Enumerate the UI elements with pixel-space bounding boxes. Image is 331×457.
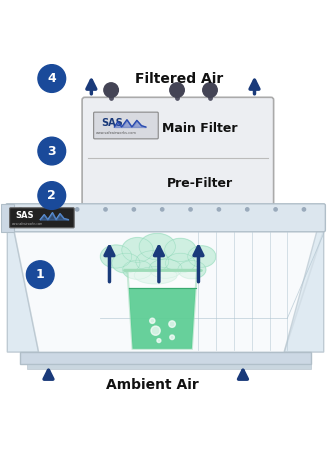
Ellipse shape xyxy=(188,246,216,267)
Circle shape xyxy=(47,208,50,211)
Text: Main Filter: Main Filter xyxy=(163,122,238,135)
Polygon shape xyxy=(284,230,324,352)
Text: 4: 4 xyxy=(47,72,56,85)
Bar xyxy=(27,364,310,369)
Text: SAS: SAS xyxy=(16,211,34,220)
Ellipse shape xyxy=(139,234,175,260)
Circle shape xyxy=(19,208,22,211)
Text: 3: 3 xyxy=(47,144,56,158)
Text: Pre-Filter: Pre-Filter xyxy=(167,177,233,190)
Text: www.safeairworks.com: www.safeairworks.com xyxy=(12,222,43,226)
Text: Ambient Air: Ambient Air xyxy=(106,378,199,392)
FancyBboxPatch shape xyxy=(94,112,158,139)
Text: Filtered Air: Filtered Air xyxy=(135,72,223,85)
Circle shape xyxy=(75,208,79,211)
Ellipse shape xyxy=(134,267,177,284)
FancyBboxPatch shape xyxy=(6,204,325,232)
Ellipse shape xyxy=(149,259,182,278)
Circle shape xyxy=(170,83,184,97)
Circle shape xyxy=(104,83,118,97)
Circle shape xyxy=(157,339,161,343)
Ellipse shape xyxy=(166,253,195,273)
Polygon shape xyxy=(129,288,196,349)
Bar xyxy=(21,352,310,364)
Circle shape xyxy=(246,208,249,211)
Ellipse shape xyxy=(112,253,140,273)
Ellipse shape xyxy=(178,260,206,279)
Circle shape xyxy=(302,208,306,211)
Circle shape xyxy=(38,182,66,209)
Circle shape xyxy=(170,335,174,340)
Circle shape xyxy=(38,65,66,92)
Text: 2: 2 xyxy=(47,189,56,202)
FancyBboxPatch shape xyxy=(82,97,274,210)
Ellipse shape xyxy=(100,245,132,268)
Ellipse shape xyxy=(122,238,153,262)
Circle shape xyxy=(274,208,277,211)
Text: 1: 1 xyxy=(36,268,45,281)
Circle shape xyxy=(189,208,192,211)
Circle shape xyxy=(151,326,160,335)
Circle shape xyxy=(217,208,220,211)
Circle shape xyxy=(161,208,164,211)
Polygon shape xyxy=(124,270,201,349)
Circle shape xyxy=(150,318,155,324)
Polygon shape xyxy=(1,204,14,232)
Circle shape xyxy=(38,137,66,165)
Circle shape xyxy=(104,208,107,211)
Polygon shape xyxy=(7,227,39,352)
Ellipse shape xyxy=(123,260,152,279)
Circle shape xyxy=(132,208,135,211)
Text: www.safeairworks.com: www.safeairworks.com xyxy=(96,132,137,135)
FancyBboxPatch shape xyxy=(10,208,74,228)
Polygon shape xyxy=(14,230,324,352)
Ellipse shape xyxy=(165,239,196,261)
Ellipse shape xyxy=(136,251,169,272)
Circle shape xyxy=(26,261,54,288)
Circle shape xyxy=(203,83,217,97)
Circle shape xyxy=(169,321,175,327)
Text: SAS: SAS xyxy=(101,117,123,128)
